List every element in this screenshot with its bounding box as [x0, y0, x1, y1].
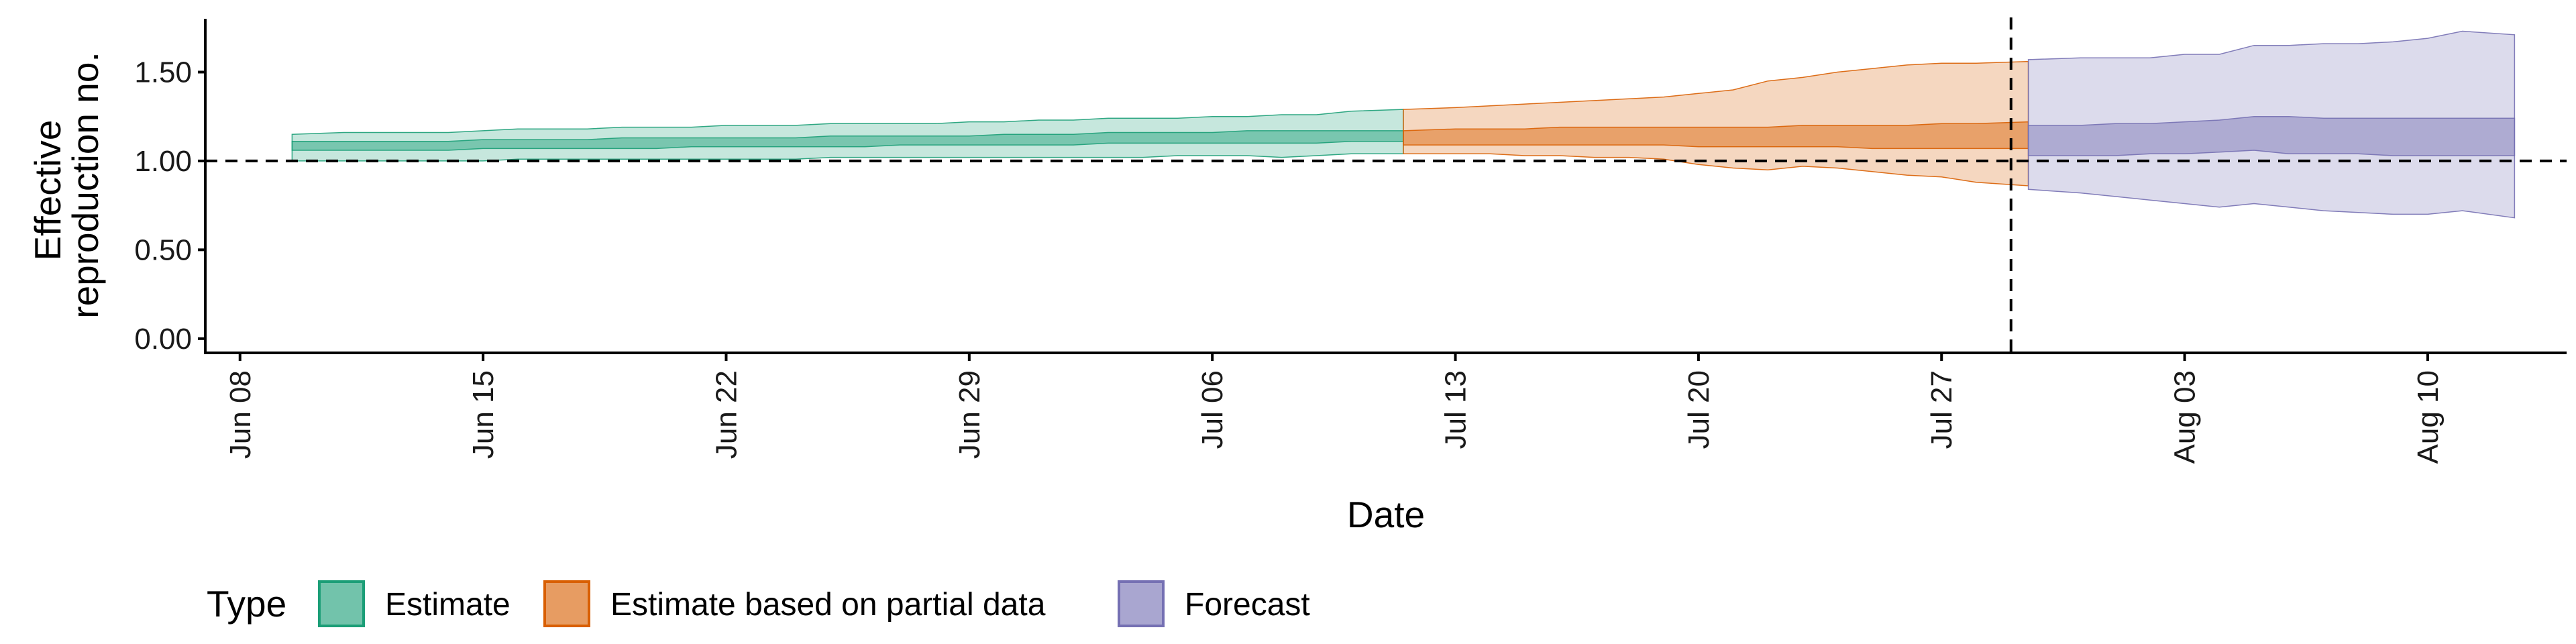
- legend-label-series-2: Estimate based on partial data: [610, 587, 1046, 623]
- x-tick-label: Jul 13: [1440, 370, 1472, 449]
- legend-key-series-3: [1118, 580, 1165, 627]
- y-axis-title-line-1: Effective: [27, 120, 68, 261]
- y-tick-label: 0.50: [134, 233, 192, 266]
- y-axis-title-line-2: reproduction no.: [64, 52, 106, 319]
- y-axis-title: Effective reproduction no.: [27, 52, 106, 319]
- plot-area: [205, 17, 2567, 353]
- legend-label-series-1: Estimate: [385, 587, 511, 623]
- legend-key-series-1: [318, 580, 365, 627]
- legend-key-series-2: [543, 580, 590, 627]
- x-tick-label: Jun 08: [224, 370, 257, 459]
- x-tick-label: Jun 15: [467, 370, 500, 459]
- legend: Type Estimate Estimate based on partial d…: [207, 580, 1310, 627]
- y-tick-label: 1.50: [134, 56, 192, 89]
- x-tick-label: Jul 27: [1925, 370, 1958, 449]
- x-tick-label: Jul 20: [1682, 370, 1715, 449]
- x-tick-label: Aug 03: [2169, 370, 2202, 464]
- x-tick-label: Jun 29: [953, 370, 986, 459]
- y-tick-label: 0.00: [134, 323, 192, 356]
- ribbon-ci50-series-3: [2027, 115, 2516, 156]
- ribbon-ci90-series-3: [2027, 30, 2516, 219]
- x-axis-title: Date: [1347, 494, 1425, 535]
- x-tick-label: Jun 22: [710, 370, 743, 459]
- legend-label-series-3: Forecast: [1185, 587, 1310, 623]
- axes: 0.00 0.50 1.00 1.50 Jun 08 Jun 15 Jun 22 Jun 29…: [134, 19, 2567, 464]
- x-tick-label: Jul 06: [1196, 370, 1229, 449]
- legend-title: Type: [207, 583, 286, 625]
- x-tick-label: Aug 10: [2412, 370, 2445, 464]
- y-tick-label: 1.00: [134, 145, 192, 178]
